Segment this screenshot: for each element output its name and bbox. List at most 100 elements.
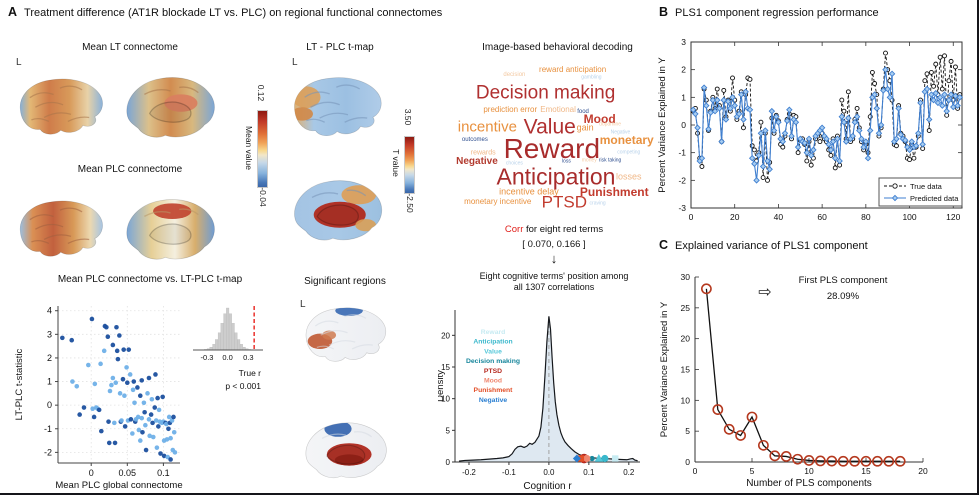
mean-plc-title: Mean PLC connectome [77, 164, 183, 175]
panel-c-title-text: Explained variance of PLS1 component [675, 240, 868, 252]
colorbar-t-max: 3.50 [403, 108, 413, 126]
word-cloud-term: gambling [581, 74, 602, 81]
svg-text:20: 20 [918, 466, 928, 476]
svg-text:LT-PLC t-statistic: LT-PLC t-statistic [14, 348, 25, 420]
explained-variance-plot: 0 5 10 15 20 0 5 10 15 20 25 30 Number of PLS compon… [659, 272, 928, 489]
svg-text:0.0: 0.0 [543, 468, 555, 477]
svg-text:Mean PLC global connectome: Mean PLC global connectome [55, 480, 182, 491]
svg-text:0.2: 0.2 [623, 468, 635, 477]
word-cloud-term: prediction error [483, 105, 538, 115]
svg-text:-1: -1 [44, 424, 52, 434]
word-cloud-term: risk taking [598, 157, 622, 164]
brain-lt-medial [118, 70, 223, 144]
svg-text:True data: True data [910, 182, 943, 191]
svg-text:PTSD: PTSD [484, 368, 502, 375]
colorbar-mean-label: Mean value [244, 126, 254, 170]
brain-plc-medial [118, 192, 223, 266]
word-cloud-term: decision [503, 71, 526, 78]
svg-text:0: 0 [685, 457, 690, 467]
svg-text:Density: Density [438, 370, 446, 402]
svg-text:0: 0 [681, 120, 686, 130]
panel-a-title-text: Treatment difference (AT1R blockade LT v… [24, 7, 443, 19]
word-cloud-term: Emotional [540, 105, 576, 115]
corr-note-line3: Eight cognitive terms' position among [479, 271, 629, 281]
svg-text:Mean PLC connectome vs. LT-PLC: Mean PLC connectome vs. LT-PLC t-map [58, 274, 243, 285]
brain-significant-lateral [300, 300, 392, 368]
svg-text:5: 5 [750, 466, 755, 476]
word-cloud-term: money [581, 157, 597, 164]
svg-text:0: 0 [89, 468, 94, 478]
svg-text:Reward: Reward [481, 329, 506, 336]
panel-b-title: B PLS1 component regression performance [659, 5, 879, 19]
decoding-title: Image-based behavioral decoding [482, 42, 633, 53]
density-plot: 0 5 10 15 20 -0.2 -0.1 0.0 0.1 0.2 Cognition r Dens… [438, 310, 640, 492]
svg-text:1: 1 [47, 377, 52, 387]
svg-text:Value: Value [484, 348, 502, 355]
svg-text:-0.3: -0.3 [201, 353, 214, 362]
svg-text:20: 20 [681, 334, 691, 344]
brain-significant-medial [298, 413, 394, 487]
svg-text:15: 15 [441, 363, 450, 372]
corr-note-range: [ 0.070, 0.166 ] [522, 239, 586, 250]
panel-b-title-text: PLS1 component regression performance [675, 7, 879, 19]
word-cloud-term: craving [589, 200, 606, 207]
corr-note-line1: Corr for eight red terms [470, 224, 638, 235]
svg-text:Punishment: Punishment [474, 387, 514, 394]
word-cloud-term: monetary [599, 132, 654, 147]
svg-text:Decision making: Decision making [466, 358, 520, 365]
colorbar-mean-min: -0.04 [258, 187, 268, 207]
svg-text:25: 25 [681, 303, 691, 313]
svg-text:3: 3 [47, 329, 52, 339]
panel-c-label: C [659, 238, 669, 252]
regression-plot: 0 20 40 60 80 100 120 -3 -2 -1 0 1 2 3 Percent Varianc… [657, 37, 964, 222]
svg-text:-2: -2 [44, 447, 52, 457]
word-cloud: reward anticipation decision gambling Decis… [452, 60, 660, 212]
svg-text:Number of PLS components: Number of PLS components [746, 478, 872, 489]
svg-text:0: 0 [689, 212, 694, 222]
svg-text:0.0: 0.0 [222, 353, 232, 362]
colorbar-mean-value [257, 110, 268, 188]
colorbar-t-min: -2.50 [405, 193, 415, 213]
svg-text:15: 15 [861, 466, 871, 476]
svg-text:28.09%: 28.09% [827, 291, 860, 302]
word-cloud-term: Negative [610, 129, 631, 136]
svg-text:10: 10 [681, 395, 691, 405]
word-cloud-term: losses [616, 171, 642, 182]
brain-plc-lateral [14, 192, 109, 264]
panel-b-label: B [659, 5, 669, 19]
side-label-lt: L [16, 57, 22, 68]
word-cloud-term: Anticipation [496, 163, 616, 190]
svg-text:-2: -2 [678, 175, 686, 185]
svg-text:0: 0 [47, 400, 52, 410]
scatter-plot: Mean PLC connectome vs. LT-PLC t-map 0 0.0… [14, 274, 263, 491]
svg-text:40: 40 [774, 212, 784, 222]
panel-a-title: A Treatment difference (AT1R blockade LT … [8, 5, 442, 19]
svg-text:0.3: 0.3 [243, 353, 253, 362]
panel-a-label: A [8, 5, 18, 19]
svg-text:0.05: 0.05 [119, 468, 137, 478]
word-cloud-term: choices [505, 160, 523, 167]
word-cloud-term: PTSD [541, 192, 587, 212]
word-cloud-term: rewards [470, 149, 496, 157]
word-cloud-term: outcomes [461, 136, 488, 143]
svg-text:Negative: Negative [479, 397, 508, 404]
svg-text:Predicted data: Predicted data [910, 194, 959, 203]
word-cloud-term: monetary incentive [464, 197, 532, 207]
svg-text:0.1: 0.1 [583, 468, 595, 477]
svg-text:120: 120 [946, 212, 960, 222]
svg-text:-3: -3 [678, 203, 686, 213]
word-cloud-term: dopamine [599, 121, 622, 128]
svg-text:2: 2 [681, 65, 686, 75]
svg-text:4: 4 [47, 306, 52, 316]
svg-text:30: 30 [681, 272, 691, 282]
corr-line1-rest: for eight red terms [523, 224, 604, 235]
word-cloud-term: Value [523, 115, 576, 139]
svg-text:5: 5 [446, 426, 451, 435]
corr-note-line4: all 1307 correlations [513, 282, 595, 292]
word-cloud-term: Punishment [579, 184, 649, 199]
word-cloud-term: competing [617, 149, 641, 156]
word-cloud-term: incentive [457, 118, 517, 136]
svg-text:3: 3 [681, 37, 686, 47]
svg-text:0: 0 [693, 466, 698, 476]
